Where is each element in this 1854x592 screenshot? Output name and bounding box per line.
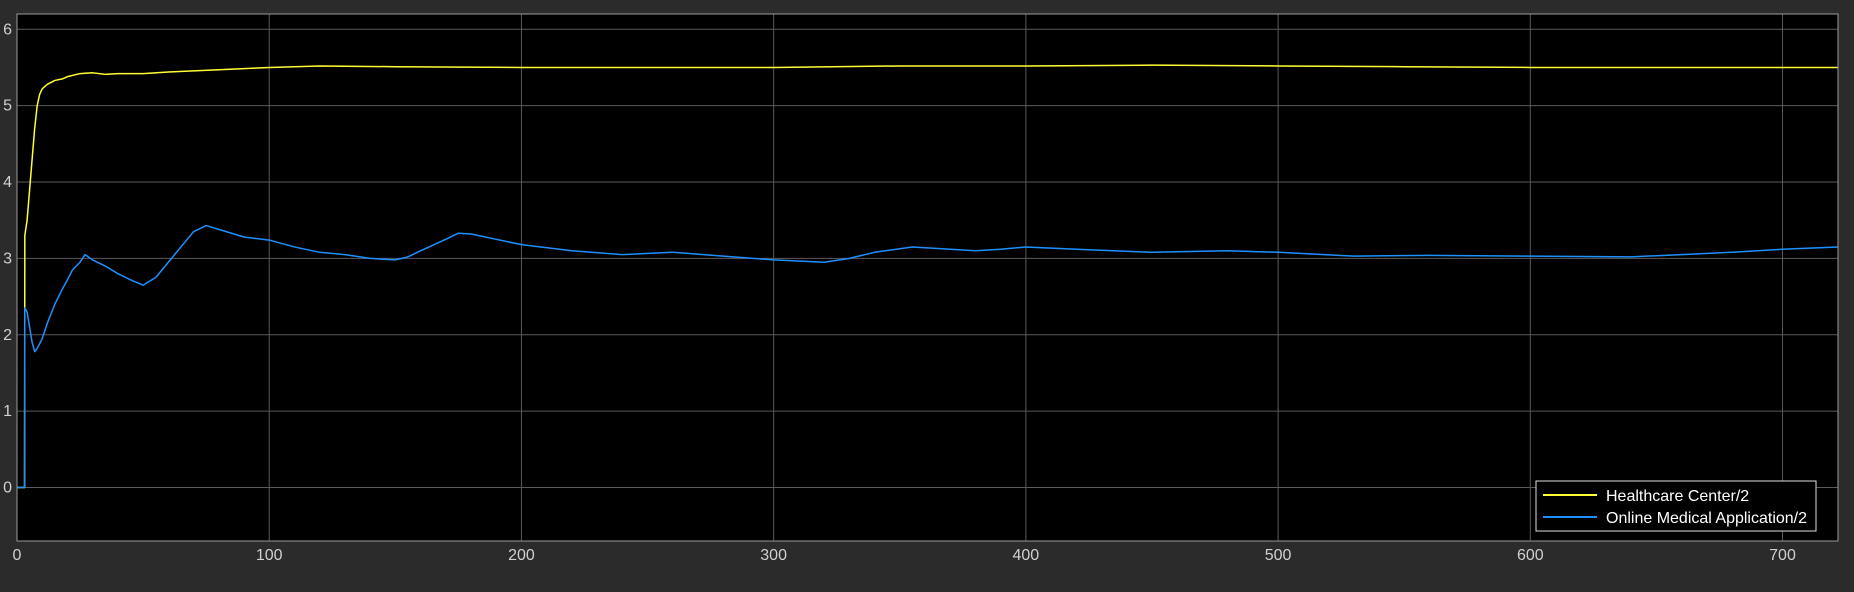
tick-labels: 0 100 200 300 400 500 600 700 0 1 2 3 4 5 6: [3, 21, 1796, 564]
legend-box: [1535, 480, 1817, 532]
y-tick-label: 0: [3, 480, 12, 497]
x-tick-label: 500: [1265, 547, 1292, 564]
plot-area: [17, 14, 1838, 541]
y-tick-label: 3: [3, 250, 12, 267]
legend-label-healthcare-center: Healthcare Center/2: [1606, 488, 1749, 505]
y-tick-label: 6: [3, 21, 12, 38]
plot-border: [16, 13, 1839, 542]
x-tick-label: 100: [256, 547, 283, 564]
x-tick-label: 400: [1013, 547, 1040, 564]
y-tick-label: 4: [3, 174, 12, 191]
x-tick-label: 200: [508, 547, 535, 564]
series-line-online-medical-application: [17, 224, 1839, 489]
x-tick-label: 700: [1769, 547, 1796, 564]
y-tick-label: 2: [3, 327, 12, 344]
legend-label-online-medical-application: Online Medical Application/2: [1606, 510, 1807, 527]
y-tick-label: 5: [3, 98, 12, 115]
x-tick-label: 300: [760, 547, 787, 564]
legend: Healthcare Center/2 Online Medical Appli…: [1535, 480, 1817, 532]
grid: [16, 14, 1838, 541]
series-layer: [17, 64, 1839, 489]
x-tick-label: 0: [13, 547, 22, 564]
series-line-healthcare-center: [17, 64, 1838, 489]
x-tick-label: 600: [1517, 547, 1544, 564]
y-tick-label: 1: [3, 403, 12, 420]
